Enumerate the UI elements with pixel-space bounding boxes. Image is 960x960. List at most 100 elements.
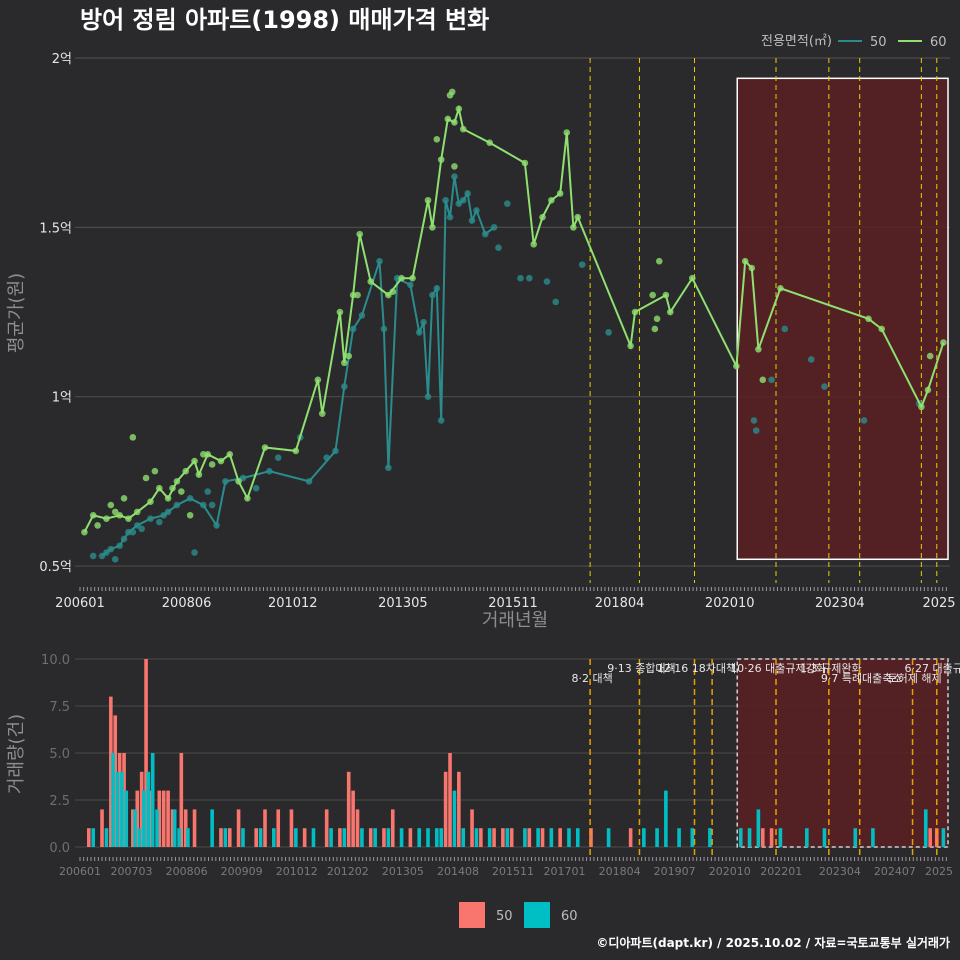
data-point-60: [186, 511, 194, 519]
bar-50: [408, 828, 413, 847]
data-point-60: [318, 410, 326, 417]
x-tick-label: 202304: [815, 596, 865, 611]
bar-50: [227, 828, 232, 847]
y-tick-label: 0.5억: [39, 560, 72, 575]
data-point-60: [173, 478, 181, 485]
data-point-50: [116, 542, 123, 550]
bar-60: [853, 828, 858, 847]
bar-60: [435, 828, 439, 847]
data-point-50: [274, 454, 282, 461]
data-point-50: [459, 196, 467, 204]
data-point-60: [142, 474, 150, 482]
data-point-60: [107, 501, 115, 509]
data-point-60: [455, 105, 463, 113]
bar-x-tick-label: 200601: [59, 865, 101, 878]
bar-50: [183, 809, 188, 847]
data-point-60: [627, 342, 634, 350]
bar-60: [142, 790, 146, 847]
bar-60: [146, 771, 151, 847]
bar-60: [690, 828, 695, 847]
data-point-60: [178, 488, 185, 495]
data-point-50: [481, 230, 489, 238]
data-point-60: [89, 511, 97, 519]
data-point-60: [314, 376, 322, 384]
data-point-50: [407, 281, 414, 289]
bar-50: [161, 790, 166, 847]
bar-50: [355, 809, 360, 847]
data-point-50: [517, 274, 524, 282]
data-point-60: [244, 495, 251, 502]
data-point-50: [490, 224, 498, 231]
bar-x-tick-label: 201701: [544, 865, 586, 878]
x-tick-label: 200601: [55, 596, 105, 611]
bar-50: [470, 809, 474, 847]
bar-60: [210, 809, 214, 847]
data-point-50: [446, 213, 454, 221]
bar-60: [177, 828, 181, 847]
data-point-50: [464, 190, 471, 197]
data-point-60: [191, 457, 198, 465]
bar-60: [373, 828, 377, 847]
data-point-50: [821, 383, 828, 390]
bar-60: [133, 809, 137, 847]
bar-60: [115, 771, 120, 847]
data-point-60: [451, 163, 458, 170]
data-point-50: [385, 464, 392, 472]
bar-60: [342, 828, 347, 847]
bar-60: [241, 828, 245, 847]
bar-x-tick-label: 200703: [111, 865, 153, 878]
bar-60: [186, 828, 190, 847]
bar-50: [122, 753, 126, 847]
bar-50: [509, 828, 514, 847]
bar-60: [329, 828, 333, 847]
bar-60: [708, 828, 712, 847]
bar-50: [139, 771, 144, 847]
bar-50: [144, 659, 148, 847]
data-point-60: [424, 196, 432, 204]
data-point-60: [649, 291, 656, 299]
policy-event-label: 9·13 종합대책: [607, 662, 675, 675]
bar-60: [474, 828, 479, 847]
bar-60: [439, 828, 444, 847]
x-tick-label: 201012: [268, 596, 318, 611]
bar-50: [109, 696, 113, 847]
data-point-50: [358, 312, 366, 319]
bar-50: [390, 809, 395, 847]
data-point-50: [349, 325, 357, 333]
data-point-60: [448, 88, 456, 96]
data-point-60: [653, 315, 661, 323]
bar-y-axis-title: 거래량(건): [6, 714, 27, 794]
y-tick-label: 1.5억: [39, 221, 72, 236]
data-point-60: [208, 461, 216, 468]
bar-50: [628, 828, 633, 847]
data-point-60: [878, 325, 886, 333]
data-point-60: [103, 515, 110, 522]
data-point-60: [666, 308, 674, 316]
data-point-60: [759, 376, 767, 384]
data-point-60: [120, 495, 128, 502]
y-tick-label: 1억: [52, 391, 72, 406]
data-point-60: [539, 213, 546, 221]
bar-50: [236, 809, 241, 847]
data-point-50: [164, 508, 172, 516]
data-point-50: [191, 549, 198, 556]
bar-60: [778, 828, 783, 847]
bar-50: [263, 809, 267, 847]
bar-50: [179, 753, 184, 847]
bar-60: [536, 828, 540, 847]
bar-50: [117, 753, 122, 847]
data-point-60: [924, 386, 932, 394]
data-point-60: [341, 359, 348, 367]
data-point-50: [380, 325, 388, 333]
data-point-50: [147, 515, 154, 522]
bar-50: [254, 828, 259, 847]
bar-60: [941, 828, 946, 847]
data-point-60: [292, 447, 300, 455]
data-point-60: [389, 288, 397, 296]
data-point-60: [226, 450, 234, 458]
bar-60: [738, 828, 743, 847]
data-point-60: [433, 135, 441, 143]
bar-50: [131, 809, 135, 847]
data-point-60: [631, 308, 639, 316]
